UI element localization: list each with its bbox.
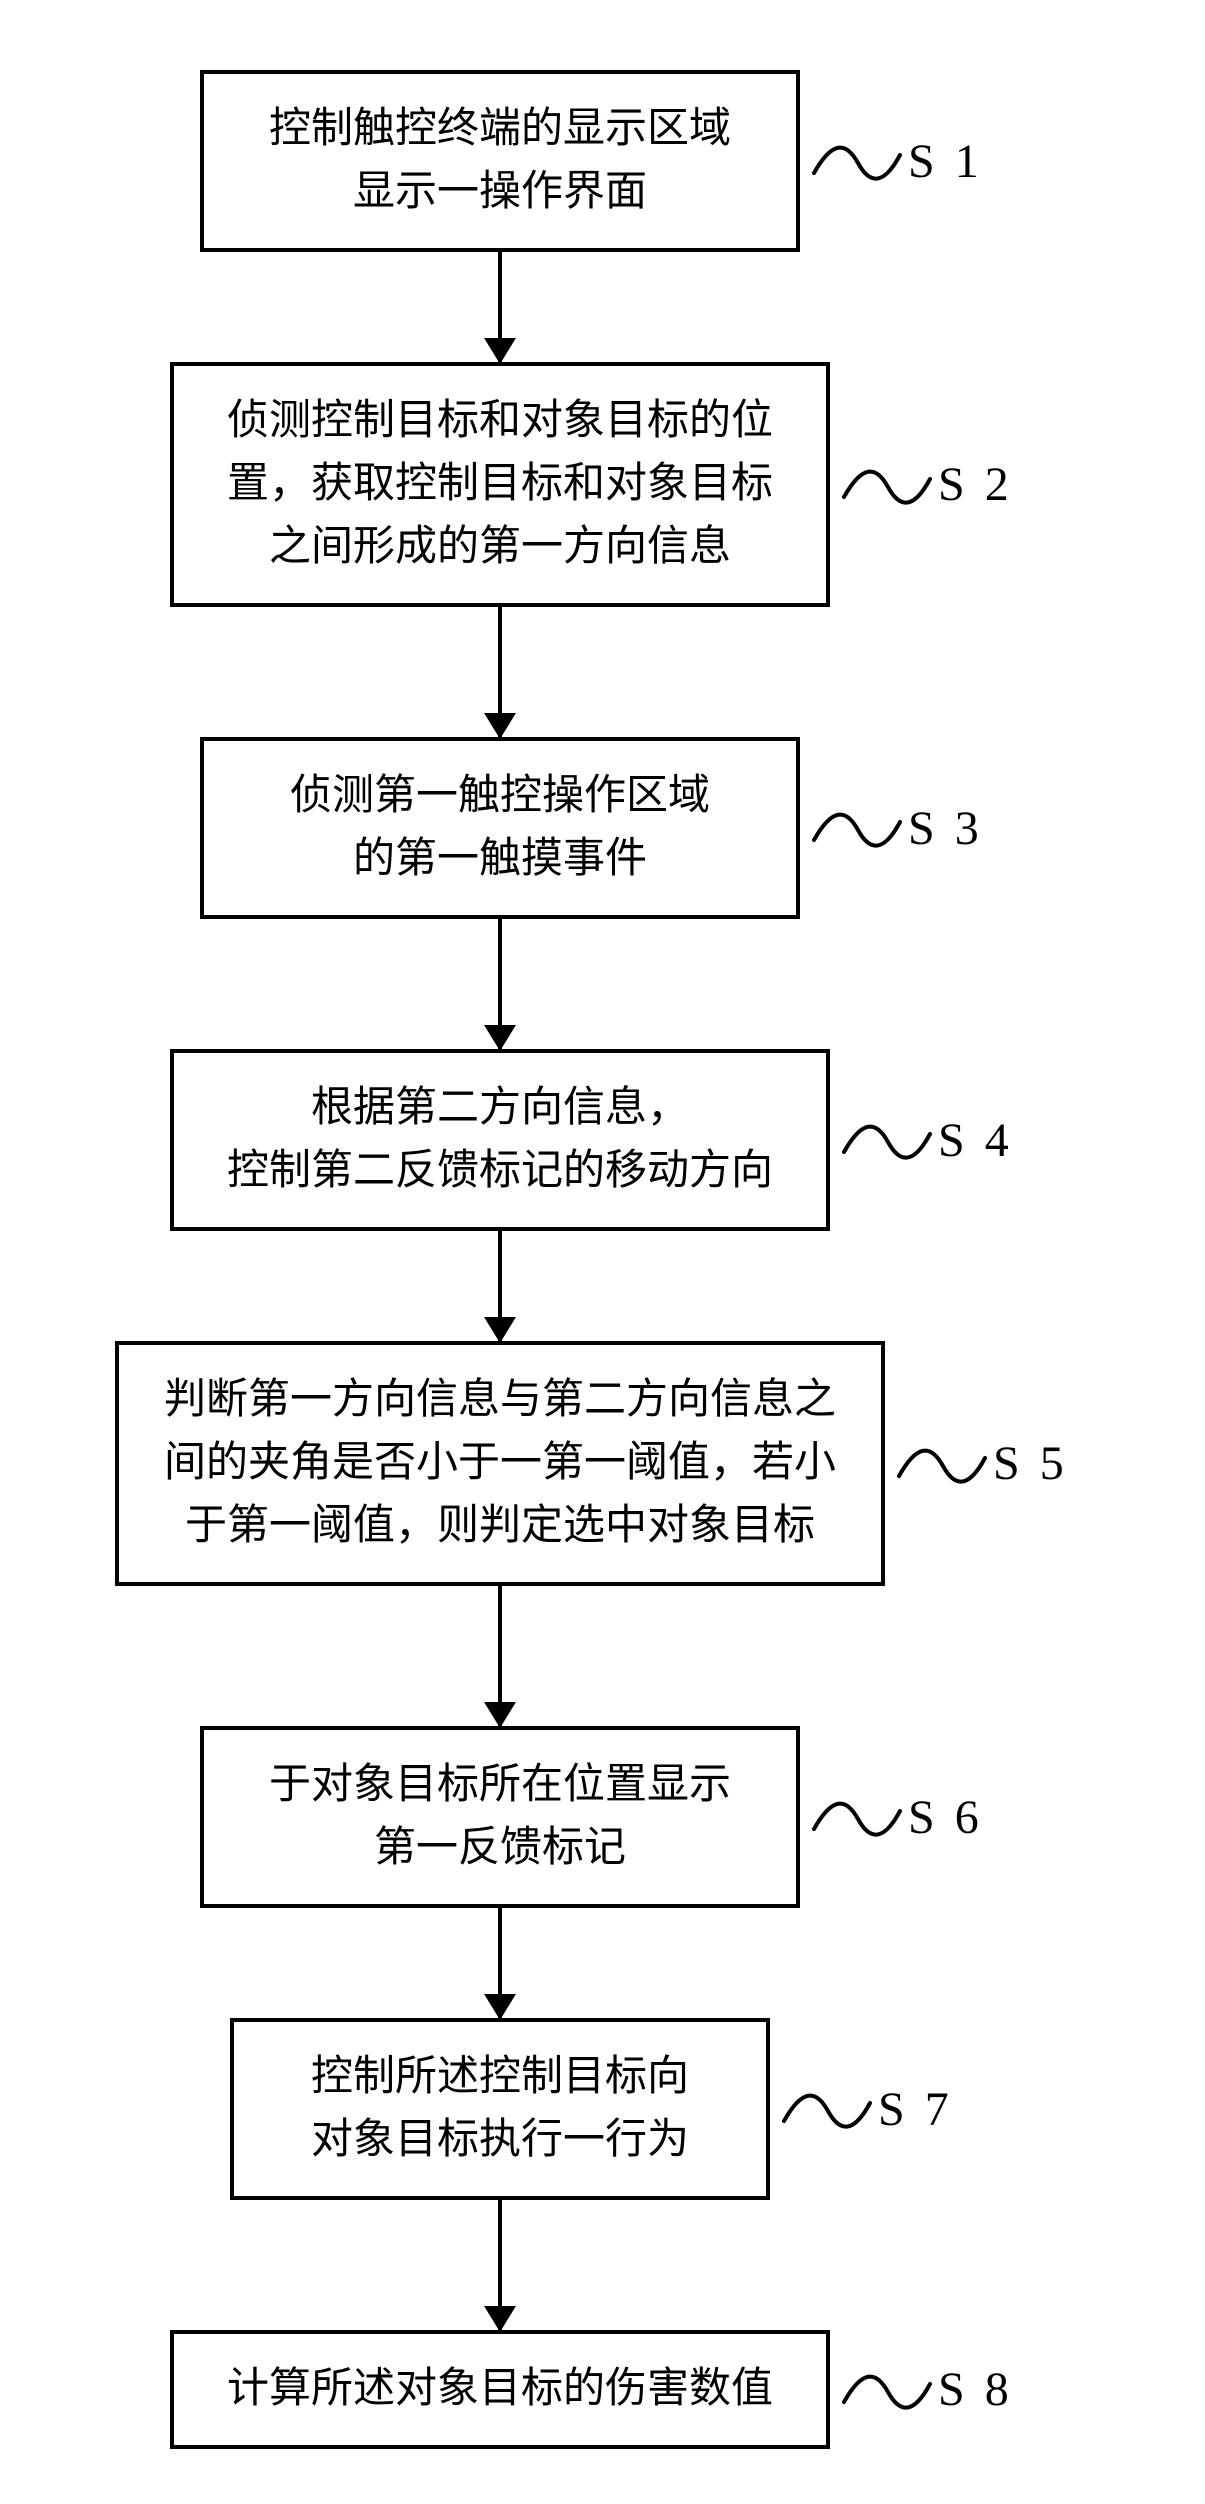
arrow-down-icon <box>498 1908 502 2018</box>
step-label-S7: S 7 <box>878 2082 953 2137</box>
arrow-down-icon <box>498 252 502 362</box>
flow-box-S5: 判断第一方向信息与第二方向信息之间的夹角是否小于一第一阈值，若小于第一阈值，则判… <box>115 1341 885 1586</box>
squiggle-icon <box>842 457 932 513</box>
arrow-down-wrap <box>80 919 920 1049</box>
arrow-down-icon <box>498 919 502 1049</box>
squiggle-icon <box>842 1112 932 1168</box>
step-label-wrap: S 7 <box>782 2081 953 2137</box>
flow-box-text: 控制第二反馈标记的移动方向 <box>227 1140 773 1203</box>
flow-box-text: 之间形成的第一方向信息 <box>269 516 731 579</box>
step-label-S6: S 6 <box>908 1790 983 1845</box>
arrow-down-wrap <box>80 1908 920 2018</box>
flow-box-text: 的第一触摸事件 <box>353 828 647 891</box>
squiggle-icon <box>812 800 902 856</box>
flow-box-S3: 侦测第一触控操作区域的第一触摸事件 <box>200 737 800 919</box>
step-label-wrap: S 2 <box>842 457 1013 513</box>
flow-step-S3: 侦测第一触控操作区域的第一触摸事件 S 3 <box>80 737 1080 919</box>
arrow-down-icon <box>498 2200 502 2330</box>
step-label-S1: S 1 <box>908 134 983 189</box>
flow-box-text: 对象目标执行一行为 <box>311 2109 689 2172</box>
flow-box-text: 显示一操作界面 <box>353 161 647 224</box>
arrow-down-icon <box>498 1231 502 1341</box>
flow-box-text: 置，获取控制目标和对象目标 <box>227 453 773 516</box>
flow-step-S5: 判断第一方向信息与第二方向信息之间的夹角是否小于一第一阈值，若小于第一阈值，则判… <box>80 1341 1080 1586</box>
step-label-wrap: S 3 <box>812 800 983 856</box>
flow-box-text: 于对象目标所在位置显示 <box>269 1754 731 1817</box>
flow-step-S8: 计算所述对象目标的伤害数值 S 8 <box>80 2330 1080 2449</box>
arrow-down-icon <box>498 1586 502 1726</box>
flow-step-S6: 于对象目标所在位置显示第一反馈标记 S 6 <box>80 1726 1080 1908</box>
arrow-down-icon <box>498 607 502 737</box>
flow-box-text: 控制触控终端的显示区域 <box>269 98 731 161</box>
step-label-wrap: S 4 <box>842 1112 1013 1168</box>
step-label-S2: S 2 <box>938 457 1013 512</box>
arrow-down-wrap <box>80 1586 920 1726</box>
flow-box-text: 于第一阈值，则判定选中对象目标 <box>185 1495 815 1558</box>
flow-box-S6: 于对象目标所在位置显示第一反馈标记 <box>200 1726 800 1908</box>
squiggle-icon <box>842 2362 932 2418</box>
step-label-S3: S 3 <box>908 801 983 856</box>
step-label-S8: S 8 <box>938 2362 1013 2417</box>
arrow-down-wrap <box>80 252 920 362</box>
step-label-wrap: S 6 <box>812 1789 983 1845</box>
flow-box-text: 间的夹角是否小于一第一阈值，若小 <box>164 1432 836 1495</box>
flow-box-text: 判断第一方向信息与第二方向信息之 <box>164 1369 836 1432</box>
squiggle-icon <box>812 1789 902 1845</box>
arrow-down-wrap <box>80 1231 920 1341</box>
arrow-down-wrap <box>80 607 920 737</box>
step-label-S4: S 4 <box>938 1113 1013 1168</box>
flow-step-S7: 控制所述控制目标向对象目标执行一行为 S 7 <box>80 2018 1080 2200</box>
step-label-wrap: S 1 <box>812 133 983 189</box>
arrow-down-wrap <box>80 2200 920 2330</box>
flow-step-S4: 根据第二方向信息，控制第二反馈标记的移动方向 S 4 <box>80 1049 1080 1231</box>
flow-step-S1: 控制触控终端的显示区域显示一操作界面 S 1 <box>80 70 1080 252</box>
flow-box-text: 控制所述控制目标向 <box>311 2046 689 2109</box>
step-label-S5: S 5 <box>993 1436 1068 1491</box>
flow-box-text: 侦测第一触控操作区域 <box>290 765 710 828</box>
flow-box-text: 侦测控制目标和对象目标的位 <box>227 390 773 453</box>
flow-box-text: 根据第二方向信息， <box>311 1077 689 1140</box>
flow-box-S2: 侦测控制目标和对象目标的位置，获取控制目标和对象目标之间形成的第一方向信息 <box>170 362 830 607</box>
flow-step-S2: 侦测控制目标和对象目标的位置，获取控制目标和对象目标之间形成的第一方向信息 S 2 <box>80 362 1080 607</box>
flow-box-text: 第一反馈标记 <box>374 1817 626 1880</box>
step-label-wrap: S 8 <box>842 2362 1013 2418</box>
flow-box-text: 计算所述对象目标的伤害数值 <box>227 2358 773 2421</box>
flow-box-S1: 控制触控终端的显示区域显示一操作界面 <box>200 70 800 252</box>
flow-box-S4: 根据第二方向信息，控制第二反馈标记的移动方向 <box>170 1049 830 1231</box>
step-label-wrap: S 5 <box>897 1436 1068 1492</box>
flowchart-container: 控制触控终端的显示区域显示一操作界面 S 1 侦测控制目标和对象目标的位置，获取控制… <box>80 70 1080 2449</box>
squiggle-icon <box>897 1436 987 1492</box>
flow-box-S7: 控制所述控制目标向对象目标执行一行为 <box>230 2018 770 2200</box>
squiggle-icon <box>782 2081 872 2137</box>
squiggle-icon <box>812 133 902 189</box>
flow-box-S8: 计算所述对象目标的伤害数值 <box>170 2330 830 2449</box>
